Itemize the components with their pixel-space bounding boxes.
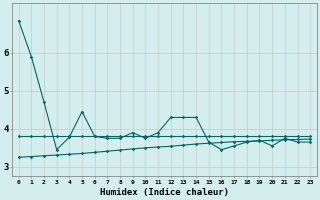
X-axis label: Humidex (Indice chaleur): Humidex (Indice chaleur) xyxy=(100,188,229,197)
